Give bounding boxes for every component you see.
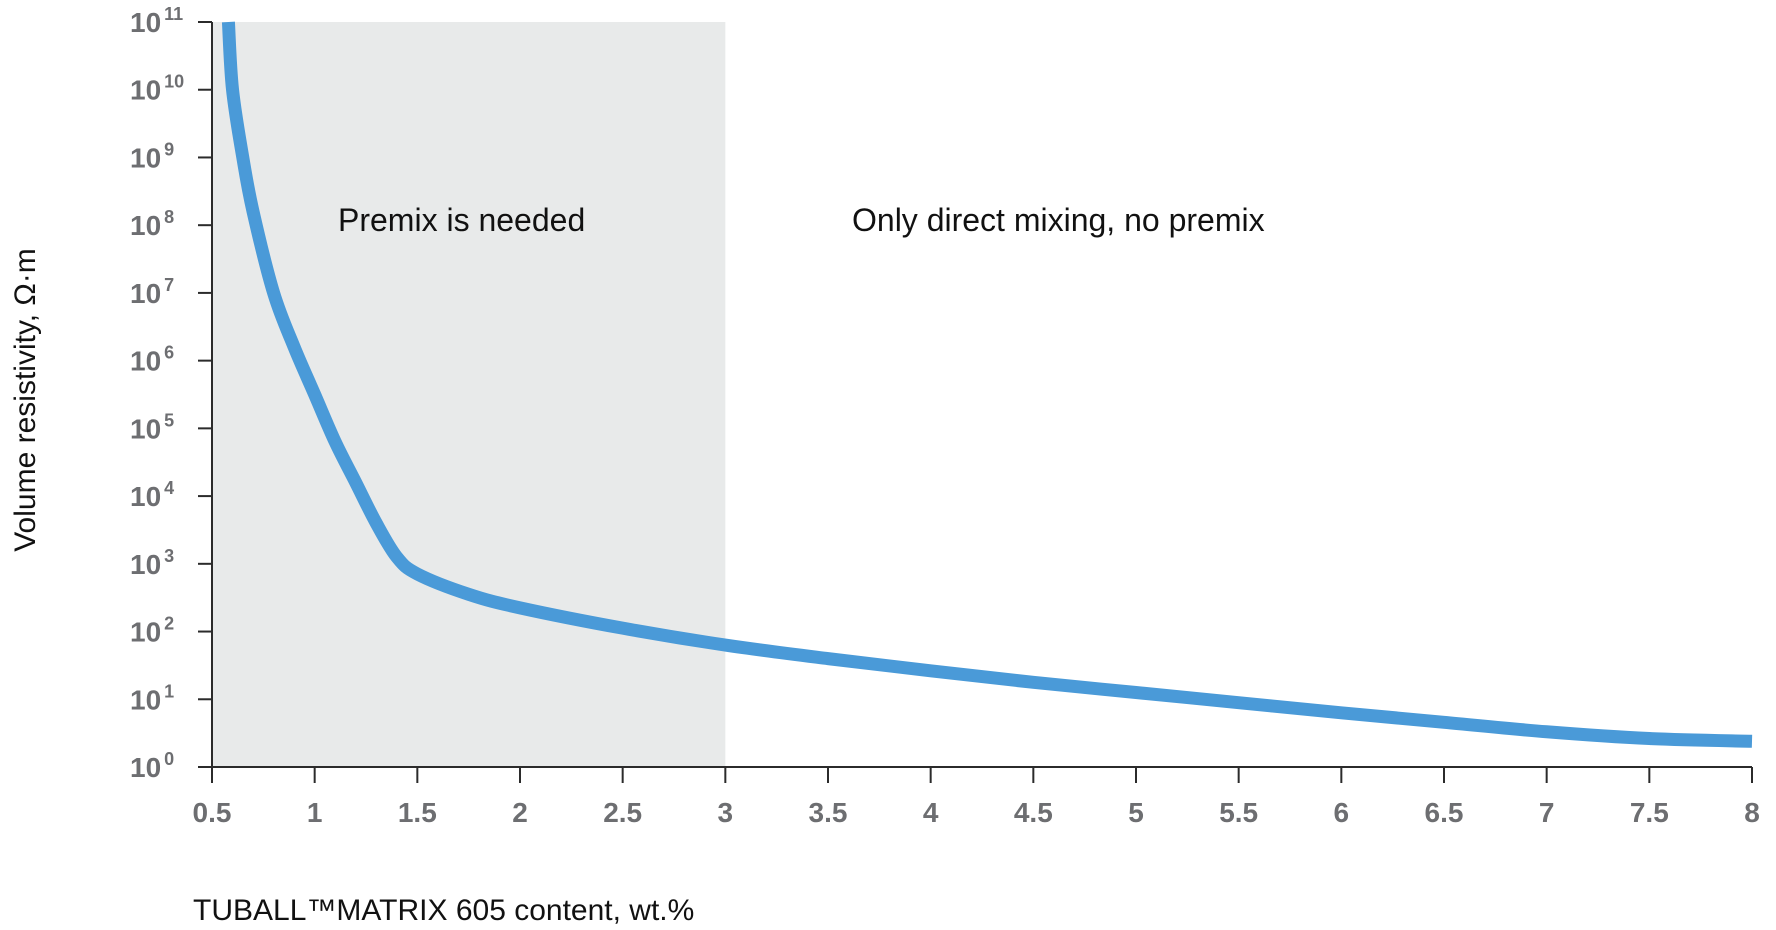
x-tick-label: 5 [1128, 797, 1144, 828]
x-tick-label: 5.5 [1219, 797, 1258, 828]
premix-region [212, 22, 726, 767]
region-label-premix: Premix is needed [338, 202, 585, 238]
y-tick-label: 10 1 [130, 681, 174, 715]
y-axis-title: Volume resistivity, Ω·m [9, 248, 42, 552]
y-tick-label: 10 8 [130, 207, 174, 241]
x-tick-label: 4.5 [1014, 797, 1053, 828]
x-axis: 0.5 1 1.5 2 2.5 3 3.5 4 4.5 5 5.5 6 6.5 7 7.5 8 [193, 766, 1760, 828]
y-tick-label: 10 10 [130, 72, 184, 106]
x-tick-label: 6 [1334, 797, 1350, 828]
y-tick-label: 10 9 [130, 139, 174, 173]
x-tick-label: 1.5 [398, 797, 437, 828]
x-tick-label: 2 [512, 797, 528, 828]
y-tick-label: 10 6 [130, 343, 174, 377]
x-tick-label: 6.5 [1425, 797, 1464, 828]
x-tick-label: 7.5 [1630, 797, 1669, 828]
x-tick-label: 3 [718, 797, 734, 828]
x-tick-label: 4 [923, 797, 939, 828]
x-tick-label: 0.5 [193, 797, 232, 828]
x-tick-label: 2.5 [603, 797, 642, 828]
x-axis-title: TUBALL™MATRIX 605 content, wt.% [193, 894, 694, 927]
y-tick-label: 10 11 [130, 4, 183, 38]
y-tick-label: 10 5 [130, 410, 174, 444]
y-tick-label: 10 4 [130, 478, 174, 512]
y-tick-label: 10 3 [130, 546, 174, 580]
x-tick-label: 1 [307, 797, 323, 828]
region-label-direct-mixing: Only direct mixing, no premix [852, 202, 1265, 238]
resistivity-curve [221, 21, 1753, 748]
x-tick-label: 3.5 [809, 797, 848, 828]
x-tick-label: 7 [1539, 797, 1555, 828]
y-tick-label: 10 0 [130, 749, 174, 783]
x-tick-label: 8 [1744, 797, 1760, 828]
y-tick-label: 10 2 [130, 614, 174, 648]
y-tick-label: 10 7 [130, 275, 174, 309]
